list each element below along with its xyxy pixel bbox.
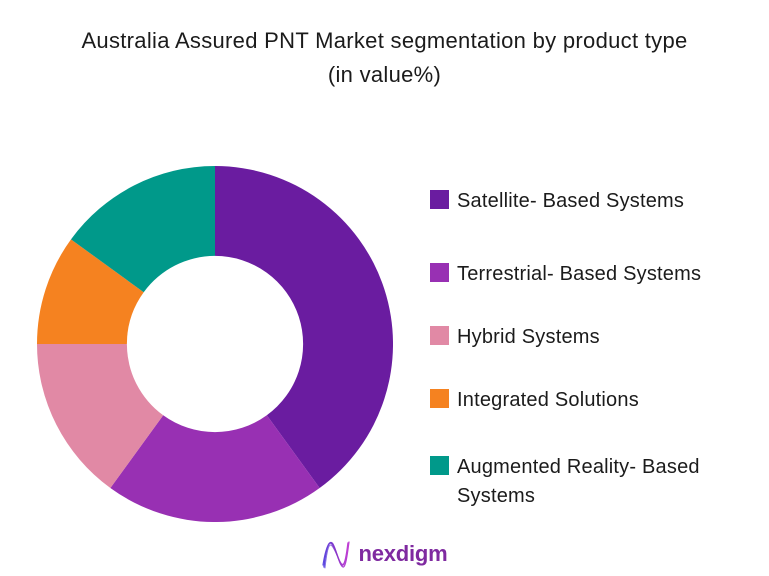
legend-item-augmented: Augmented Reality- Based Systems: [430, 453, 757, 511]
chart-title-line2: (in value%): [327, 62, 442, 87]
nexdigm-logo-icon: [322, 541, 351, 569]
legend-label-augmented: Augmented Reality- Based Systems: [457, 456, 700, 507]
chart-title: Australia Assured PNT Market segmentatio…: [0, 24, 769, 92]
legend-label-integrated: Integrated Solutions: [457, 389, 639, 411]
legend-item-integrated: Integrated Solutions: [430, 386, 639, 415]
donut-slice: [37, 239, 144, 344]
legend-swatch-satellite: [430, 190, 449, 209]
legend-swatch-augmented: [430, 456, 449, 475]
brand-footer: nexdigm: [0, 538, 769, 570]
donut-slice: [215, 166, 393, 489]
donut-slice: [70, 166, 215, 293]
donut-slice: [37, 344, 164, 489]
legend-label-terrestrial: Terrestrial- Based Systems: [457, 263, 702, 285]
donut-chart: [37, 166, 393, 522]
chart-title-line1: Australia Assured PNT Market segmentatio…: [81, 28, 688, 53]
legend: Satellite- Based Systems Terrestrial- Ba…: [430, 0, 760, 576]
legend-item-hybrid: Hybrid Systems: [430, 323, 600, 352]
brand-name: nexdigm: [358, 541, 448, 566]
legend-label-hybrid: Hybrid Systems: [457, 326, 600, 348]
legend-swatch-hybrid: [430, 326, 449, 345]
legend-swatch-integrated: [430, 389, 449, 408]
legend-item-terrestrial: Terrestrial- Based Systems: [430, 260, 701, 289]
legend-item-satellite: Satellite- Based Systems: [430, 187, 684, 216]
legend-label-satellite: Satellite- Based Systems: [457, 190, 685, 212]
legend-swatch-terrestrial: [430, 263, 449, 282]
donut-chart-svg: [37, 166, 393, 522]
donut-slice: [110, 415, 320, 522]
